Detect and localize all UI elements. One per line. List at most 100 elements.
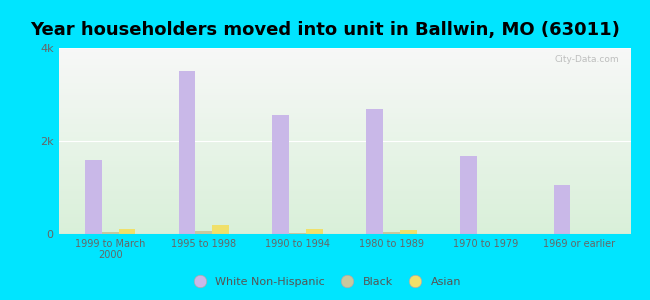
Bar bbox=[272, 116, 289, 234]
Bar bbox=[58, 143, 630, 145]
Bar bbox=[58, 219, 630, 221]
Bar bbox=[58, 119, 630, 121]
Bar bbox=[58, 70, 630, 72]
Bar bbox=[58, 150, 630, 152]
Bar bbox=[58, 78, 630, 80]
Bar bbox=[58, 72, 630, 74]
Bar bbox=[58, 202, 630, 204]
Bar bbox=[58, 230, 630, 232]
Bar bbox=[58, 54, 630, 56]
Bar bbox=[196, 231, 213, 234]
Bar bbox=[58, 128, 630, 130]
Bar bbox=[58, 189, 630, 191]
Bar bbox=[58, 200, 630, 202]
Bar bbox=[58, 221, 630, 223]
Bar bbox=[58, 111, 630, 113]
Bar bbox=[101, 232, 118, 234]
Bar bbox=[58, 87, 630, 89]
Bar bbox=[58, 212, 630, 214]
Bar bbox=[58, 147, 630, 148]
Bar bbox=[58, 163, 630, 165]
Bar bbox=[366, 110, 383, 234]
Bar bbox=[58, 141, 630, 143]
Bar bbox=[58, 50, 630, 52]
Bar bbox=[58, 225, 630, 226]
Bar bbox=[58, 232, 630, 234]
Bar bbox=[58, 172, 630, 175]
Bar bbox=[58, 48, 630, 50]
Bar bbox=[58, 210, 630, 212]
Bar bbox=[58, 156, 630, 158]
Bar bbox=[58, 223, 630, 225]
Bar bbox=[58, 113, 630, 115]
Bar bbox=[58, 158, 630, 160]
Bar bbox=[58, 122, 630, 124]
Bar bbox=[58, 115, 630, 117]
Bar bbox=[58, 160, 630, 161]
Bar bbox=[460, 156, 476, 234]
Bar bbox=[58, 104, 630, 106]
Bar bbox=[58, 98, 630, 100]
Bar bbox=[58, 100, 630, 102]
Bar bbox=[58, 117, 630, 119]
Bar bbox=[58, 63, 630, 65]
Bar bbox=[58, 148, 630, 150]
Bar bbox=[58, 126, 630, 128]
Bar bbox=[289, 232, 306, 234]
Bar bbox=[58, 193, 630, 195]
Bar bbox=[58, 57, 630, 59]
Bar bbox=[58, 96, 630, 98]
Bar bbox=[58, 197, 630, 199]
Bar bbox=[118, 229, 135, 234]
Bar bbox=[58, 67, 630, 68]
Bar bbox=[58, 204, 630, 206]
Bar bbox=[213, 225, 229, 234]
Text: Year householders moved into unit in Ballwin, MO (63011): Year householders moved into unit in Bal… bbox=[30, 21, 620, 39]
Bar bbox=[58, 52, 630, 54]
Bar bbox=[58, 175, 630, 176]
Bar bbox=[58, 208, 630, 210]
Bar bbox=[58, 85, 630, 87]
Bar bbox=[58, 61, 630, 63]
Bar bbox=[58, 76, 630, 78]
Bar bbox=[58, 59, 630, 61]
Bar bbox=[58, 171, 630, 172]
Bar bbox=[58, 217, 630, 219]
Bar bbox=[179, 71, 196, 234]
Bar bbox=[58, 93, 630, 94]
Bar bbox=[58, 89, 630, 91]
Bar bbox=[58, 110, 630, 111]
Bar bbox=[58, 82, 630, 83]
Bar bbox=[58, 188, 630, 189]
Bar bbox=[58, 56, 630, 57]
Bar bbox=[58, 134, 630, 135]
Bar bbox=[383, 232, 400, 234]
Bar bbox=[58, 135, 630, 137]
Bar bbox=[58, 154, 630, 156]
Bar bbox=[58, 186, 630, 188]
Bar bbox=[58, 178, 630, 180]
Bar bbox=[58, 191, 630, 193]
Bar bbox=[58, 106, 630, 107]
Bar bbox=[58, 180, 630, 182]
Bar bbox=[58, 184, 630, 186]
Bar bbox=[58, 206, 630, 208]
Bar bbox=[58, 130, 630, 132]
Bar bbox=[58, 152, 630, 154]
Bar bbox=[58, 195, 630, 197]
Bar bbox=[58, 167, 630, 169]
Bar bbox=[58, 145, 630, 147]
Bar bbox=[58, 182, 630, 184]
Legend: White Non-Hispanic, Black, Asian: White Non-Hispanic, Black, Asian bbox=[184, 273, 466, 291]
Text: City-Data.com: City-Data.com bbox=[554, 56, 619, 64]
Bar bbox=[58, 102, 630, 104]
Bar bbox=[58, 94, 630, 96]
Bar bbox=[58, 124, 630, 126]
Bar bbox=[58, 161, 630, 163]
Bar bbox=[58, 176, 630, 178]
Bar bbox=[58, 91, 630, 93]
Bar bbox=[58, 215, 630, 217]
Bar bbox=[554, 185, 571, 234]
Bar bbox=[400, 230, 417, 234]
Bar bbox=[84, 160, 101, 234]
